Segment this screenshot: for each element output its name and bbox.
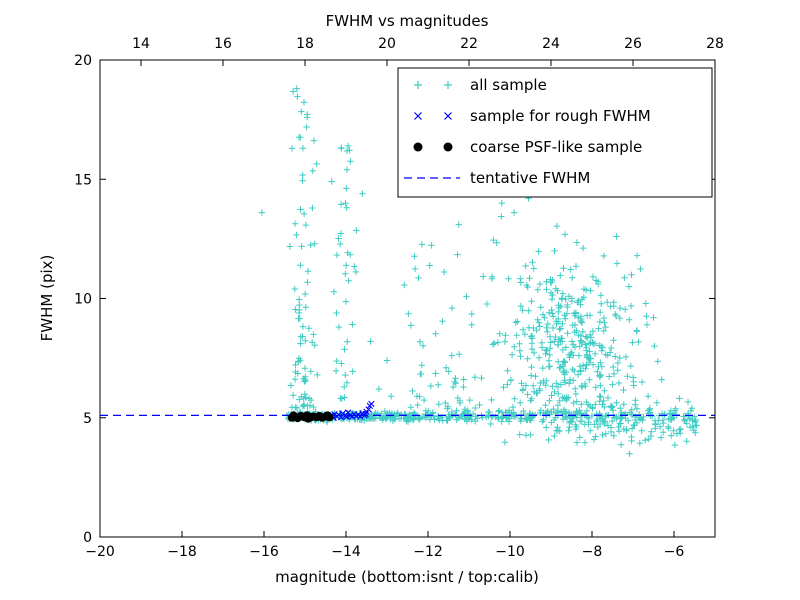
y-tick-label: 0 bbox=[83, 530, 92, 546]
series-psf-like bbox=[287, 411, 334, 423]
x-marker-icon bbox=[414, 112, 422, 120]
legend-item: coarse PSF-like sample bbox=[413, 138, 642, 156]
x-top-tick-label: 24 bbox=[542, 36, 560, 52]
psf-dot bbox=[325, 413, 334, 422]
y-axis-label: FWHM (pix) bbox=[38, 255, 56, 342]
ticks: −20 −18 −16 −14 −12 −10 −8 −6 14 16 18 20 22 24 26 28 0 5… bbox=[74, 36, 724, 560]
x-bottom-tick-label: −16 bbox=[249, 544, 279, 560]
x-top-tick-label: 22 bbox=[460, 36, 478, 52]
legend-label: coarse PSF-like sample bbox=[470, 138, 642, 156]
x-top-tick-label: 26 bbox=[624, 36, 642, 52]
x-bottom-tick-label: −18 bbox=[167, 544, 197, 560]
legend-item: sample for rough FWHM bbox=[414, 107, 651, 125]
legend-label: sample for rough FWHM bbox=[470, 107, 651, 125]
y-tick-label: 5 bbox=[83, 411, 92, 427]
chart-title: FWHM vs magnitudes bbox=[326, 12, 489, 30]
x-bottom-tick-label: −8 bbox=[582, 544, 603, 560]
x-top-tick-label: 20 bbox=[378, 36, 396, 52]
x-top-tick-label: 14 bbox=[132, 36, 150, 52]
plus-marker-icon bbox=[414, 81, 422, 89]
x-axis-label: magnitude (bottom:isnt / top:calib) bbox=[275, 568, 539, 586]
plus-marker-icon bbox=[444, 81, 452, 89]
legend-label: all sample bbox=[470, 76, 547, 94]
legend-item: all sample bbox=[414, 76, 547, 94]
plot-area: −20 −18 −16 −14 −12 −10 −8 −6 14 16 18 20 22 24 26 28 0 5… bbox=[74, 36, 724, 560]
x-bottom-tick-label: −14 bbox=[331, 544, 361, 560]
legend: all sample sample for rough FWHM coarse PS… bbox=[397, 67, 713, 198]
legend-item: tentative FWHM bbox=[404, 169, 590, 187]
x-top-tick-label: 16 bbox=[214, 36, 232, 52]
y-tick-label: 15 bbox=[74, 172, 92, 188]
x-bottom-tick-label: −6 bbox=[664, 544, 685, 560]
y-tick-label: 20 bbox=[74, 53, 92, 69]
x-bottom-tick-label: −12 bbox=[413, 544, 443, 560]
legend-box bbox=[397, 67, 713, 198]
x-bottom-tick-label: −10 bbox=[495, 544, 525, 560]
x-top-tick-label: 18 bbox=[296, 36, 314, 52]
legend-label: tentative FWHM bbox=[470, 169, 590, 187]
x-marker-icon bbox=[444, 112, 452, 120]
y-tick-label: 10 bbox=[74, 292, 92, 308]
x-top-tick-label: 28 bbox=[706, 36, 724, 52]
dot-marker-icon bbox=[443, 142, 453, 152]
x-bottom-tick-label: −20 bbox=[85, 544, 115, 560]
dot-marker-icon bbox=[413, 142, 423, 152]
